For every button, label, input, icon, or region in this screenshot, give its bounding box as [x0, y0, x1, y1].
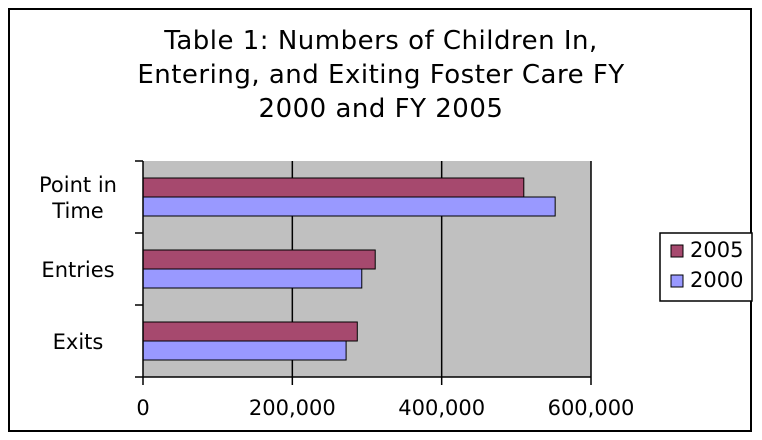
- category-label: Exits: [53, 330, 104, 354]
- bar-2000-0: [142, 196, 556, 217]
- legend-swatch-2005: [670, 244, 684, 258]
- x-tick-label: 600,000: [548, 396, 635, 420]
- axes: [135, 160, 592, 385]
- bars: [142, 177, 556, 361]
- legend: 2005 2000: [659, 232, 753, 302]
- bar-2000-2: [142, 340, 347, 361]
- x-tick-labels: 0 200,000 400,000 600,000: [136, 396, 634, 420]
- legend-label-2005: 2005: [690, 238, 743, 262]
- chart-title-line-3: 2000 and FY 2005: [258, 94, 504, 124]
- category-label: Entries: [41, 258, 114, 282]
- category-label: Point in: [39, 173, 117, 197]
- bar-2005-1: [142, 249, 376, 270]
- legend-box: [659, 232, 753, 302]
- bar-2005-2: [142, 321, 358, 342]
- category-label: Time: [51, 199, 103, 223]
- chart-title-line-1: Table 1: Numbers of Children In,: [164, 26, 598, 56]
- bar-2000-1: [142, 268, 363, 289]
- legend-swatch-2000: [670, 274, 684, 288]
- chart-title-line-2: Entering, and Exiting Foster Care FY: [137, 60, 625, 90]
- x-tick-label: 0: [136, 396, 149, 420]
- bar-2005-0: [142, 177, 525, 198]
- legend-label-2000: 2000: [690, 268, 743, 292]
- x-tick-label: 400,000: [398, 396, 485, 420]
- x-tick-label: 200,000: [249, 396, 336, 420]
